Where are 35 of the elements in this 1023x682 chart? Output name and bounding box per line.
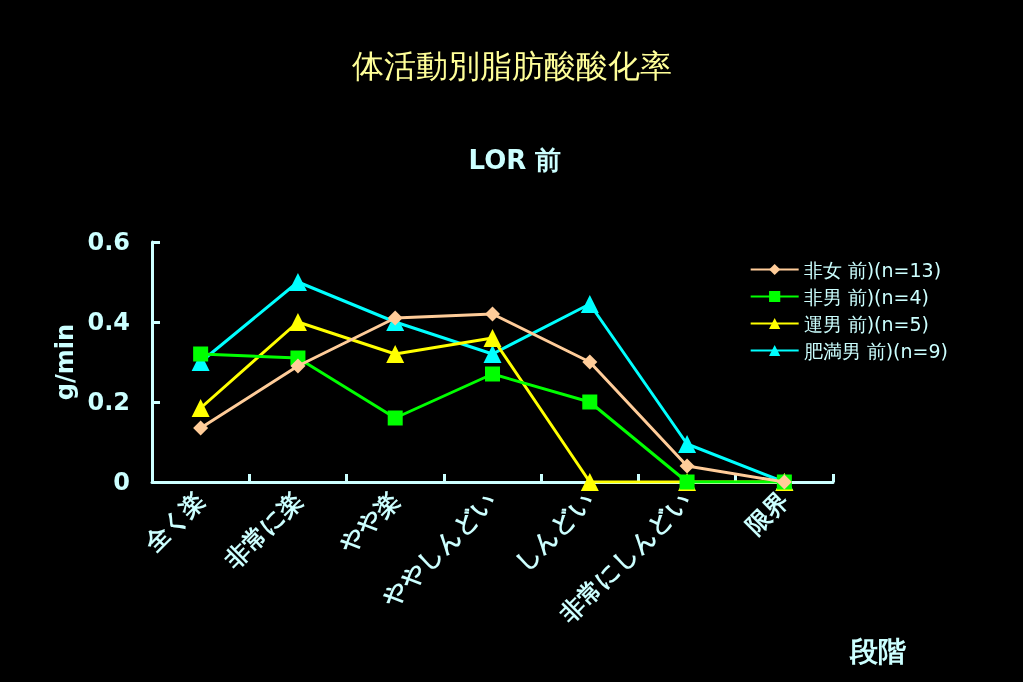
- y-tick-label: 0.4: [87, 308, 130, 336]
- point: [288, 273, 307, 291]
- point: [679, 458, 695, 474]
- point: [193, 420, 209, 436]
- point: [387, 410, 403, 426]
- y-axis-title: g/min: [50, 323, 79, 401]
- chart-subtitle: LOR 前: [468, 145, 562, 175]
- x-tick-label: 限界: [740, 486, 795, 540]
- chart-title: 体活動別脂肪酸酸化率: [351, 47, 672, 85]
- point: [580, 295, 599, 313]
- x-tick-label: 全く楽: [138, 486, 211, 559]
- y-tick-label: 0: [113, 468, 130, 496]
- point: [386, 345, 405, 363]
- legend-label: 運男 前)(n=5): [803, 312, 929, 335]
- point: [483, 345, 502, 363]
- x-tick-label: やや楽: [332, 486, 406, 559]
- y-tick-label: 0.6: [87, 228, 130, 256]
- point: [193, 346, 209, 362]
- point: [582, 354, 598, 370]
- point: [582, 394, 598, 410]
- point: [288, 313, 307, 331]
- point: [290, 358, 306, 374]
- point: [483, 329, 502, 347]
- point: [387, 310, 403, 326]
- point: [191, 399, 210, 417]
- y-tick-label: 0.2: [87, 388, 130, 416]
- legend-label: 肥満男 前)(n=9): [803, 339, 948, 362]
- point: [485, 306, 500, 322]
- legend-label: 非男 前)(n=4): [803, 285, 929, 308]
- x-axis-title: 段階: [849, 634, 907, 668]
- point: [485, 366, 500, 382]
- legend-label: 非女 前)(n=13): [803, 258, 942, 281]
- point: [678, 435, 697, 453]
- x-tick-label: 非常に楽: [218, 486, 308, 576]
- point: [580, 473, 599, 491]
